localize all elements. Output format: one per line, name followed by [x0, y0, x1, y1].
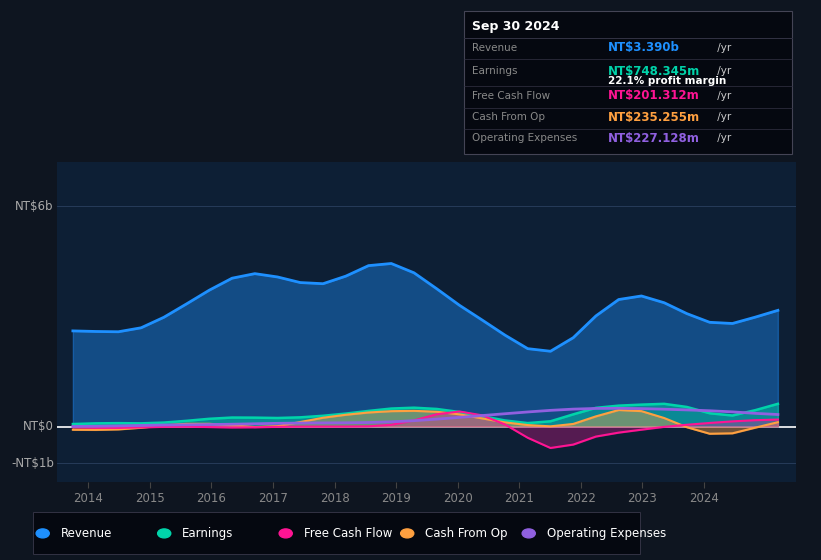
Text: /yr: /yr — [714, 112, 732, 122]
Text: Cash From Op: Cash From Op — [425, 527, 507, 540]
Text: Cash From Op: Cash From Op — [472, 112, 545, 122]
Text: NT$3.390b: NT$3.390b — [608, 41, 680, 54]
Text: /yr: /yr — [714, 133, 732, 143]
Text: NT$201.312m: NT$201.312m — [608, 89, 699, 102]
Text: /yr: /yr — [714, 43, 732, 53]
Text: /yr: /yr — [714, 91, 732, 101]
Text: /yr: /yr — [714, 67, 732, 77]
Text: NT$0: NT$0 — [23, 420, 54, 433]
Text: Earnings: Earnings — [182, 527, 234, 540]
Text: NT$235.255m: NT$235.255m — [608, 110, 699, 124]
Text: Operating Expenses: Operating Expenses — [472, 133, 577, 143]
Text: NT$227.128m: NT$227.128m — [608, 132, 699, 145]
Text: Revenue: Revenue — [472, 43, 517, 53]
Text: Earnings: Earnings — [472, 67, 517, 77]
Text: NT$748.345m: NT$748.345m — [608, 65, 699, 78]
Text: Free Cash Flow: Free Cash Flow — [304, 527, 392, 540]
Text: Revenue: Revenue — [61, 527, 112, 540]
Text: NT$6b: NT$6b — [16, 200, 54, 213]
Text: Sep 30 2024: Sep 30 2024 — [472, 20, 560, 32]
Text: Operating Expenses: Operating Expenses — [547, 527, 666, 540]
Text: -NT$1b: -NT$1b — [11, 457, 54, 470]
Text: 22.1% profit margin: 22.1% profit margin — [608, 76, 726, 86]
Text: Free Cash Flow: Free Cash Flow — [472, 91, 550, 101]
